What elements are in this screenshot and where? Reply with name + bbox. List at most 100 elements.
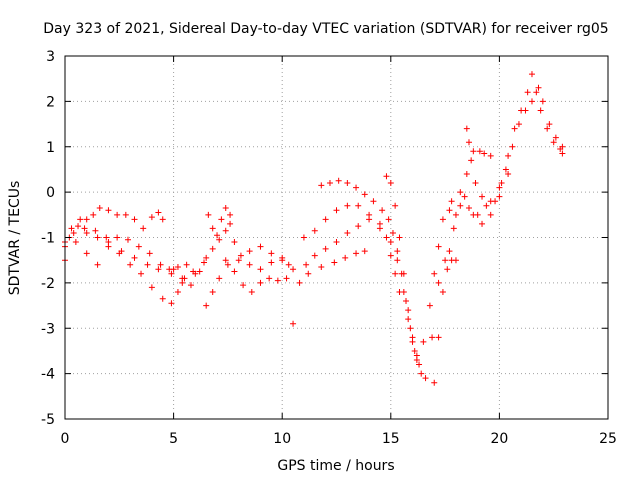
data-point: [179, 279, 186, 286]
data-point: [535, 84, 542, 91]
series-track-o: [431, 257, 459, 386]
data-point: [387, 252, 394, 259]
data-point: [431, 379, 438, 386]
data-point: [322, 245, 329, 252]
data-point: [379, 207, 386, 214]
data-point: [235, 257, 242, 264]
data-point: [168, 300, 175, 307]
data-point: [92, 227, 99, 234]
data-point: [385, 216, 392, 223]
data-point: [528, 71, 535, 78]
data-point: [300, 234, 307, 241]
y-tick-label: -2: [41, 276, 55, 292]
data-point: [387, 180, 394, 187]
data-point: [333, 207, 340, 214]
data-point: [231, 239, 238, 246]
data-point: [290, 266, 297, 273]
data-point: [387, 239, 394, 246]
data-point: [342, 254, 349, 261]
x-tick-label: 15: [382, 431, 400, 447]
data-point: [331, 259, 338, 266]
data-point: [124, 236, 131, 243]
data-point: [413, 352, 420, 359]
data-point: [461, 193, 468, 200]
data-point: [376, 225, 383, 232]
data-point: [392, 270, 399, 277]
series-track-q: [461, 84, 566, 227]
data-point: [146, 250, 153, 257]
y-axis-label: SDTVAR / TECUs: [7, 181, 23, 296]
data-point: [409, 334, 416, 341]
data-point: [138, 270, 145, 277]
data-point: [257, 279, 264, 286]
data-point: [483, 202, 490, 209]
chart-title: Day 323 of 2021, Sidereal Day-to-day VTE…: [43, 21, 608, 37]
data-point: [140, 225, 147, 232]
data-point: [283, 275, 290, 282]
data-point: [550, 139, 557, 146]
data-point: [435, 243, 442, 250]
series-track-n: [422, 148, 494, 382]
data-point: [476, 148, 483, 155]
data-point: [274, 277, 281, 284]
data-point: [157, 261, 164, 268]
data-point: [479, 220, 486, 227]
data-point: [266, 275, 273, 282]
data-point: [181, 275, 188, 282]
data-point: [344, 180, 351, 187]
data-point: [257, 243, 264, 250]
data-point: [416, 361, 423, 368]
data-point: [405, 316, 412, 323]
data-point: [94, 234, 101, 241]
series-track-h: [205, 205, 286, 273]
data-marks: [62, 71, 566, 386]
data-point: [435, 334, 442, 341]
data-point: [70, 229, 77, 236]
data-point: [81, 225, 88, 232]
data-point: [311, 227, 318, 234]
data-point: [533, 89, 540, 96]
data-point: [326, 180, 333, 187]
data-point: [105, 207, 112, 214]
data-point: [400, 270, 407, 277]
data-point: [75, 223, 82, 230]
data-point: [170, 266, 177, 273]
data-point: [148, 214, 155, 221]
data-point: [394, 257, 401, 264]
data-point: [498, 180, 505, 187]
y-tick-label: 1: [46, 140, 55, 156]
data-point: [77, 216, 84, 223]
data-point: [305, 270, 312, 277]
data-point: [452, 211, 459, 218]
data-point: [209, 288, 216, 295]
grid: [65, 56, 608, 419]
data-point: [552, 134, 559, 141]
data-point: [90, 211, 97, 218]
data-point: [389, 229, 396, 236]
data-point: [285, 261, 292, 268]
data-point: [539, 98, 546, 105]
data-point: [268, 259, 275, 266]
data-point: [435, 279, 442, 286]
data-point: [72, 239, 79, 246]
data-point: [470, 148, 477, 155]
data-point: [227, 220, 234, 227]
data-point: [218, 216, 225, 223]
data-point: [355, 223, 362, 230]
data-point: [290, 320, 297, 327]
data-point: [502, 166, 509, 173]
series-track-f: [203, 243, 292, 309]
data-point: [216, 236, 223, 243]
data-point: [505, 152, 512, 159]
y-tick-label: -1: [41, 231, 55, 247]
y-tick-labels: -5 -4 -3 -2 -1 0 1 2 3: [41, 49, 55, 428]
data-point: [515, 121, 522, 128]
data-point: [370, 198, 377, 205]
data-point: [94, 261, 101, 268]
data-point: [496, 184, 503, 191]
data-point: [155, 266, 162, 273]
series-track-k: [318, 177, 423, 368]
data-point: [422, 375, 429, 382]
series-track-d: [62, 239, 208, 307]
data-point: [559, 143, 566, 150]
